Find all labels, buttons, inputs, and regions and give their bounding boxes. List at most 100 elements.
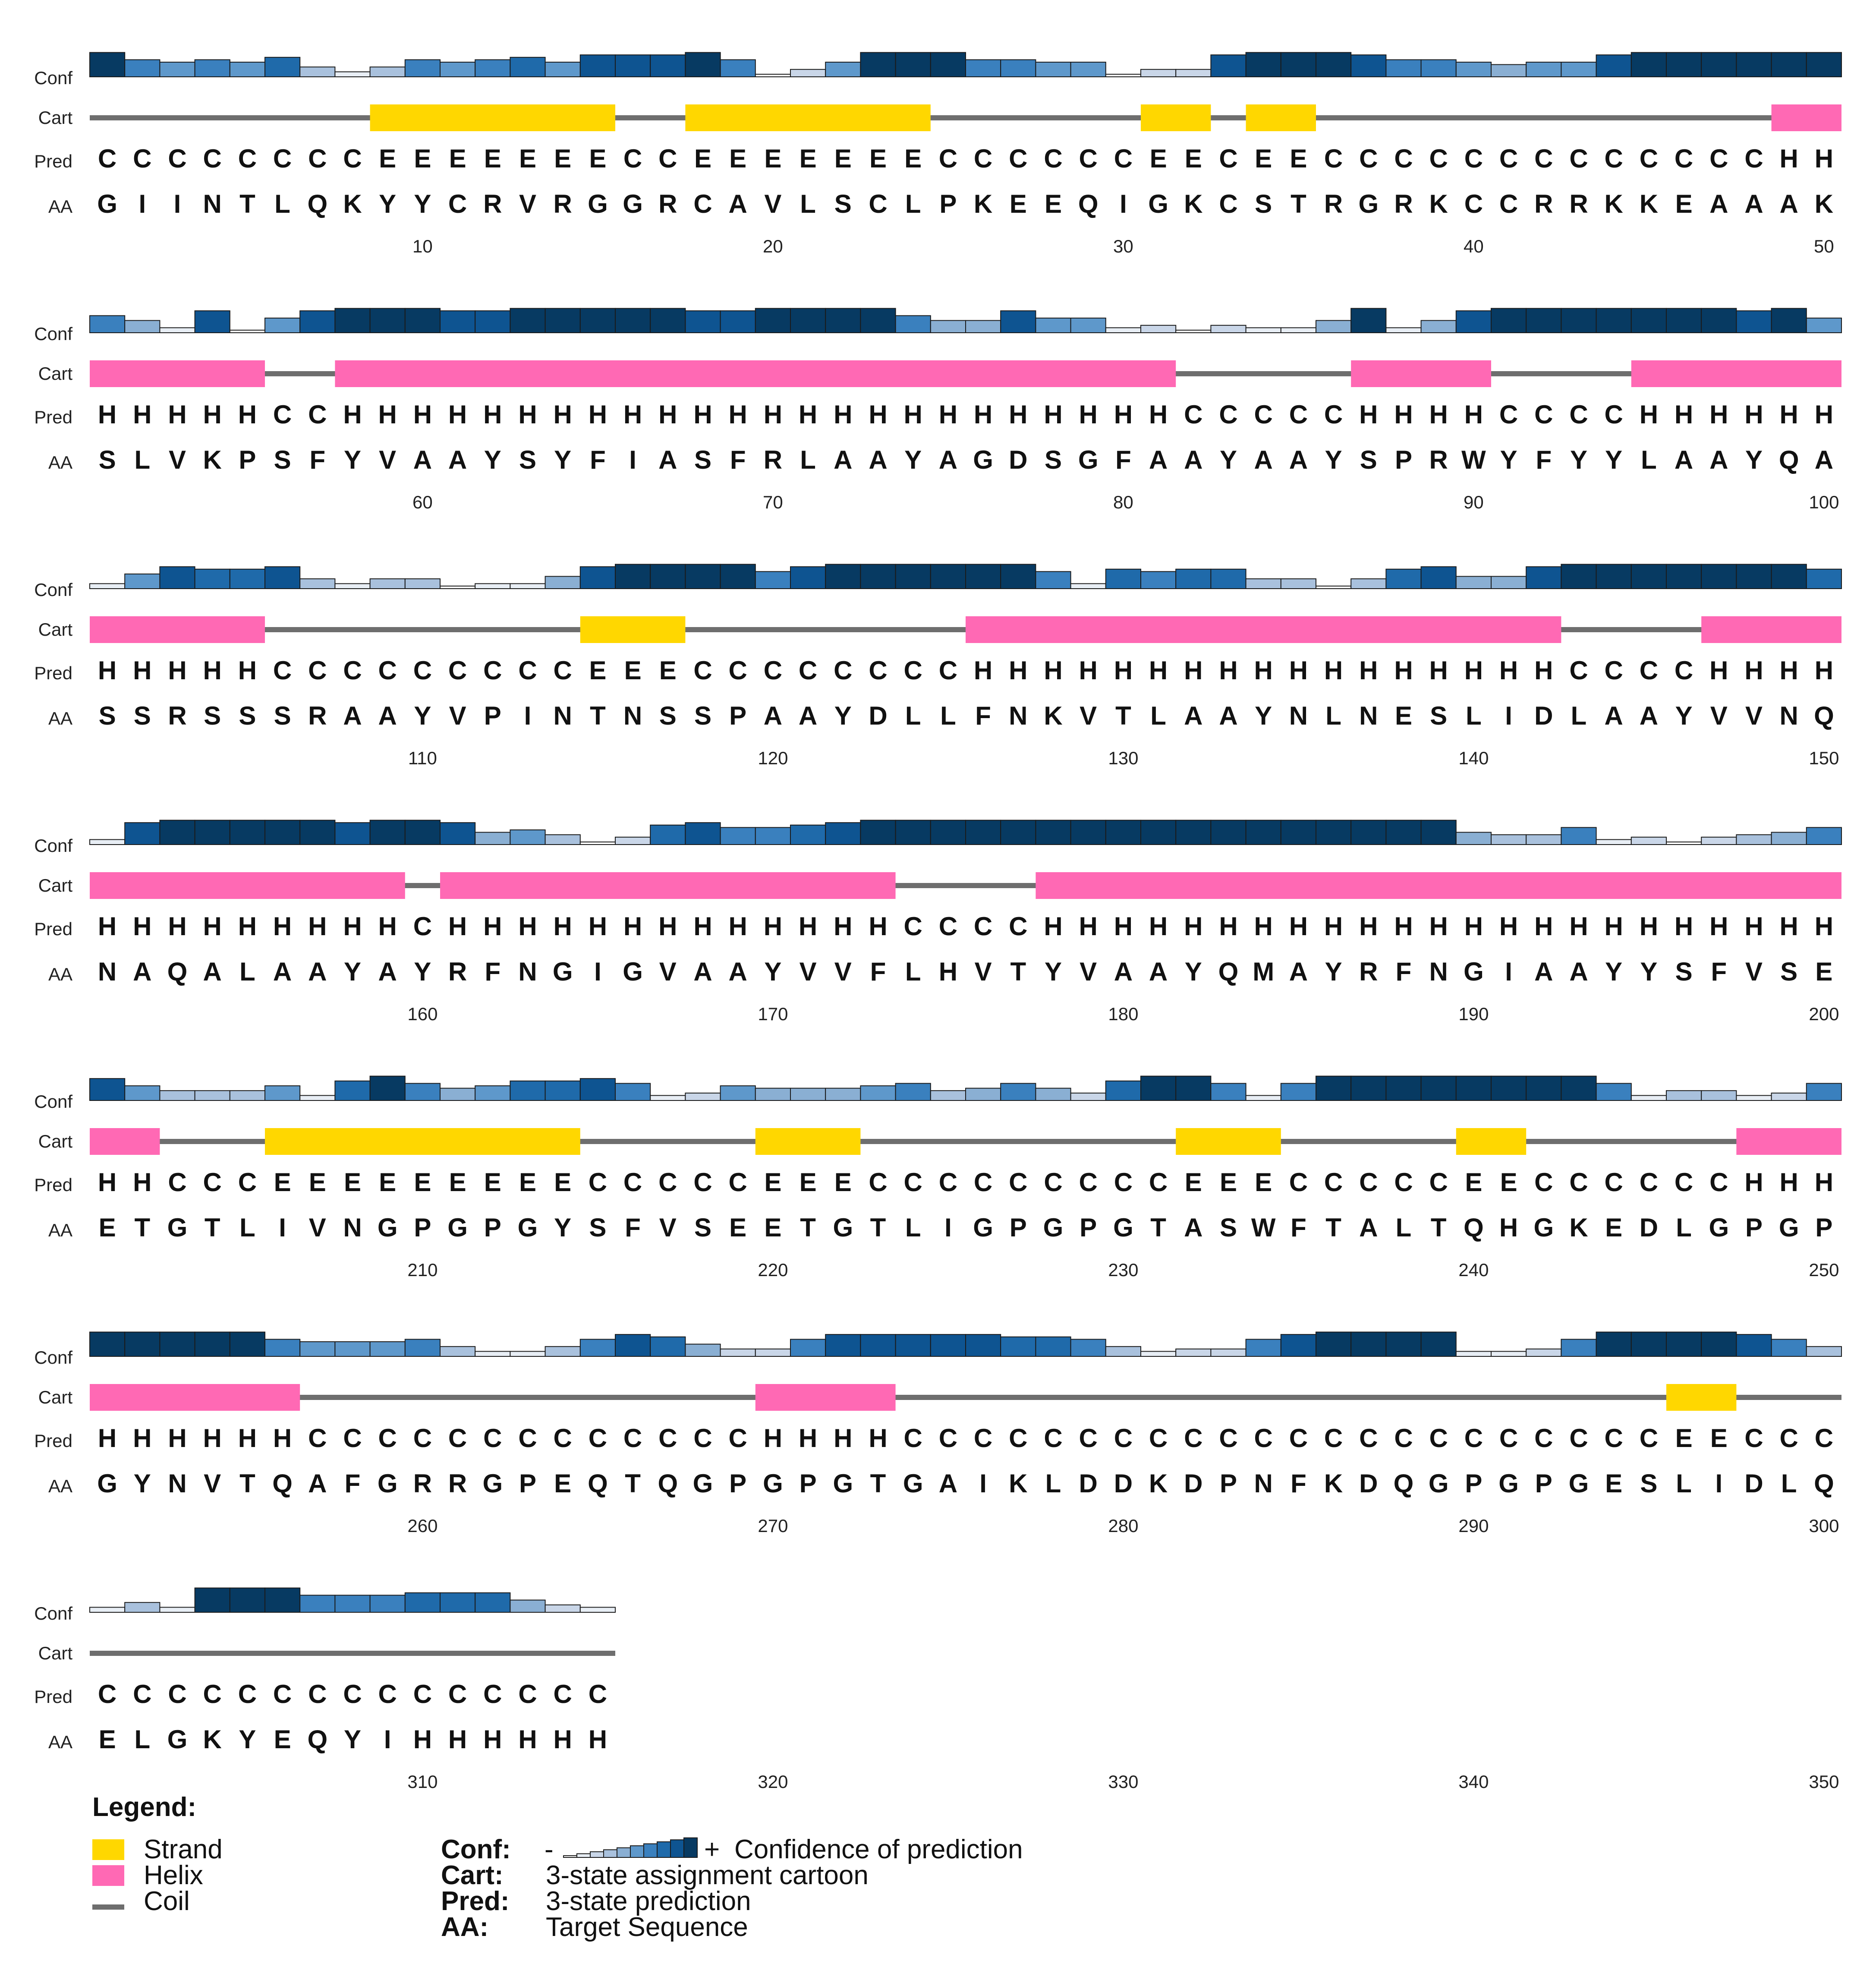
aa-letter: I	[1715, 1469, 1722, 1498]
pred-letter: C	[1114, 144, 1133, 173]
pred-letter: H	[1359, 912, 1378, 941]
aa-letter: L	[905, 701, 921, 730]
aa-letter: V	[309, 1213, 326, 1242]
pred-letter: C	[904, 656, 922, 685]
pred-letter: C	[554, 1424, 572, 1453]
confidence-bar	[1385, 568, 1422, 590]
confidence-bar	[440, 1346, 476, 1357]
pred-letter: C	[1534, 144, 1553, 173]
pred-letter: C	[1079, 144, 1098, 173]
sequence-block: ConfCartPredAACGCICICNCTCLCQCKEYEYECEREV…	[34, 52, 1842, 256]
confidence-bar	[755, 1348, 791, 1357]
confidence-bar	[1596, 1083, 1632, 1101]
confidence-bar	[440, 1592, 476, 1613]
confidence-bar	[825, 1088, 861, 1101]
aa-letter: W	[1461, 445, 1486, 474]
confidence-bar	[1420, 320, 1457, 333]
pred-letter: H	[1394, 400, 1413, 429]
confidence-bar	[229, 1331, 265, 1357]
confidence-bar	[229, 62, 265, 77]
aa-letter: F	[485, 957, 500, 986]
aa-letter: K	[1429, 189, 1448, 218]
pred-letter: E	[414, 144, 431, 173]
pred-letter: H	[343, 912, 362, 941]
pred-letter: H	[1464, 656, 1483, 685]
aa-letter: E	[1605, 1213, 1622, 1242]
pred-letter: C	[939, 1424, 957, 1453]
pred-letter: H	[98, 400, 116, 429]
pred-letter: C	[1780, 1424, 1798, 1453]
pred-letter: C	[589, 1168, 607, 1197]
pred-letter: H	[1394, 912, 1413, 941]
pred-letter: C	[98, 1680, 116, 1709]
confidence-bar	[1035, 820, 1071, 845]
pred-letter: C	[1394, 1168, 1413, 1197]
row-label-cart: Cart	[38, 107, 73, 128]
aa-letter: Q	[307, 189, 327, 218]
aa-letter: G	[623, 189, 643, 218]
aa-letter: C	[693, 189, 712, 218]
confidence-bar	[299, 1595, 336, 1613]
confidence-bar	[1350, 1331, 1387, 1357]
confidence-bar	[1736, 1095, 1772, 1101]
aa-letter: N	[1359, 701, 1378, 730]
pred-letter: H	[1289, 912, 1308, 941]
aa-letter: F	[345, 1469, 361, 1498]
confidence-bar	[1350, 578, 1387, 589]
aa-letter: P	[1465, 1469, 1482, 1498]
pred-letter: E	[764, 1168, 781, 1197]
helix-segment	[90, 616, 265, 643]
pred-letter: C	[1534, 1168, 1553, 1197]
aa-letter: K	[1149, 1469, 1168, 1498]
aa-letter: G	[1358, 189, 1379, 218]
aa-letter: A	[834, 445, 852, 474]
pred-letter: E	[800, 1168, 817, 1197]
pred-letter: H	[729, 400, 747, 429]
pred-letter: H	[834, 1424, 852, 1453]
pred-letter: C	[589, 1424, 607, 1453]
helix-segment	[966, 616, 1561, 643]
confidence-bar	[1736, 1334, 1772, 1357]
pred-letter: E	[554, 1168, 571, 1197]
aa-letter: A	[1709, 445, 1728, 474]
aa-letter: Q	[1464, 1213, 1484, 1242]
confidence-bar	[124, 59, 161, 77]
pred-letter: H	[1149, 656, 1168, 685]
aa-letter: P	[239, 445, 256, 474]
pred-letter: H	[1815, 400, 1833, 429]
aa-letter: Y	[764, 957, 781, 986]
pred-letter: C	[98, 144, 116, 173]
pred-letter: H	[1114, 912, 1133, 941]
confidence-bar	[1736, 834, 1772, 845]
aa-letter: K	[1569, 1213, 1588, 1242]
confidence-bar	[194, 1090, 230, 1101]
pred-letter: H	[1640, 912, 1658, 941]
confidence-bar	[159, 327, 195, 334]
confidence-bar	[1000, 59, 1036, 77]
confidence-bar	[1455, 832, 1492, 845]
confidence-bar	[825, 1334, 861, 1357]
pred-letter: E	[659, 656, 677, 685]
pred-letter: C	[133, 144, 151, 173]
row-label-pred: Pred	[34, 1431, 72, 1451]
position-tick: 210	[407, 1260, 438, 1280]
confidence-bar	[1630, 1331, 1667, 1357]
pred-letter: H	[1499, 912, 1518, 941]
aa-letter: A	[1149, 957, 1168, 986]
confidence-bar	[545, 308, 581, 333]
pred-letter: E	[1290, 144, 1307, 173]
aa-letter: M	[1253, 957, 1274, 986]
pred-letter: C	[1149, 1424, 1168, 1453]
pred-letter: C	[1675, 1168, 1693, 1197]
aa-letter: L	[134, 445, 150, 474]
pred-letter: C	[1569, 144, 1588, 173]
pred-letter: C	[343, 144, 362, 173]
aa-letter: G	[1078, 445, 1099, 474]
pred-letter: H	[693, 400, 712, 429]
confidence-bar	[1245, 1095, 1281, 1101]
confidence-bar	[930, 820, 966, 845]
row-label-aa: AA	[48, 964, 72, 984]
aa-letter: Y	[554, 1213, 571, 1242]
aa-letter: T	[239, 1469, 255, 1498]
pred-letter: C	[1744, 144, 1763, 173]
